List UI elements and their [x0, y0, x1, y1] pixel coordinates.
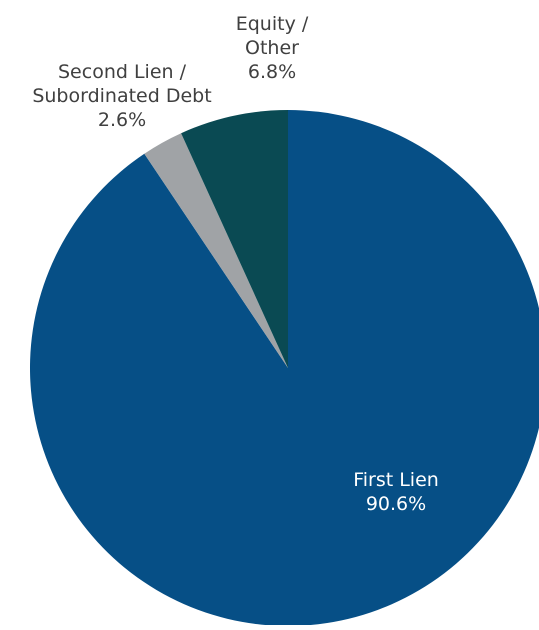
pie-label-line: Subordinated Debt: [32, 85, 211, 107]
pie-label-line: Equity /: [236, 13, 309, 35]
pie-slice-first-lien: [30, 110, 539, 626]
pie-label-line: Second Lien /: [58, 61, 187, 83]
pie-label-second-lien: Second Lien / Subordinated Debt 2.6%: [32, 61, 211, 131]
pie-label-line: 2.6%: [98, 109, 146, 131]
pie-label-line: 6.8%: [248, 61, 296, 83]
pie-labels: First Lien 90.6% Second Lien / Subordinated…: [32, 13, 438, 515]
pie-slices: [30, 110, 539, 626]
pie-slice-equity-other: [181, 110, 288, 368]
pie-label-line: First Lien: [353, 469, 439, 491]
pie-label-equity-other: Equity / Other 6.8%: [236, 13, 309, 83]
pie-label-line: 90.6%: [366, 493, 426, 515]
pie-slice-second-lien: [144, 133, 288, 368]
pie-label-line: Other: [245, 37, 299, 59]
pie-label-first-lien: First Lien 90.6%: [353, 469, 439, 515]
